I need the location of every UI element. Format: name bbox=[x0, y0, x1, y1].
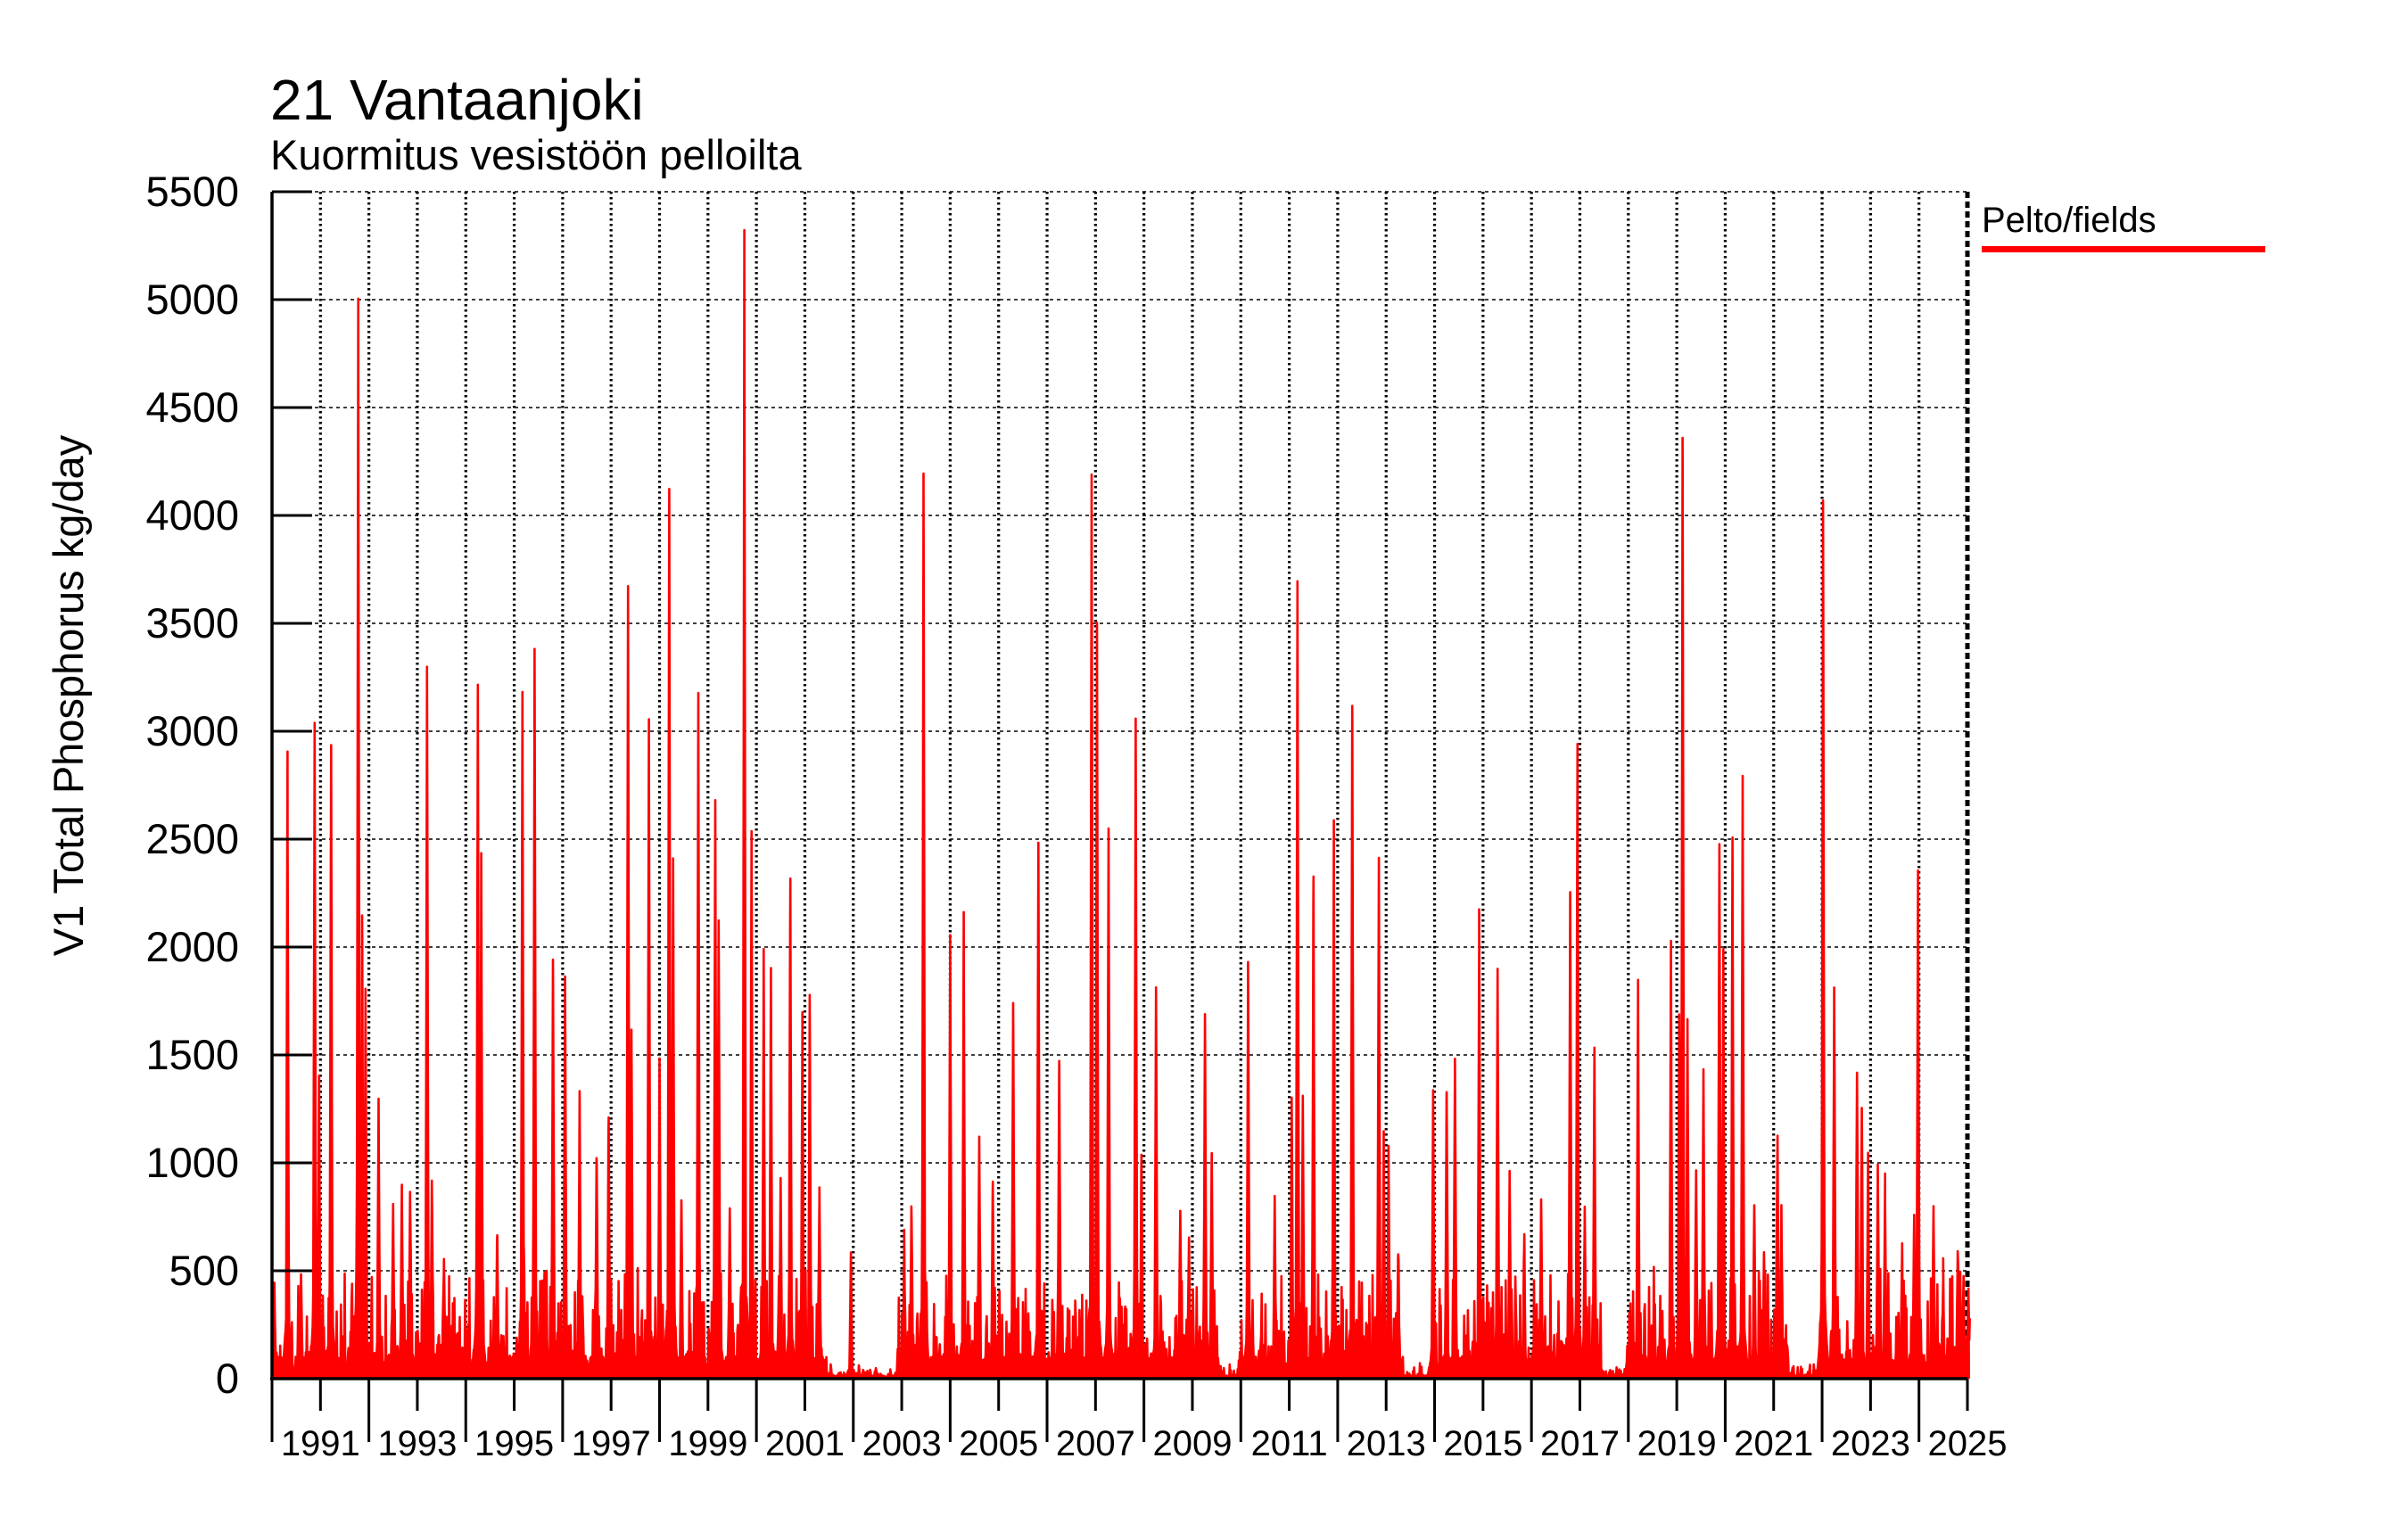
x-tick-label: 2007 bbox=[1056, 1424, 1135, 1463]
series-pelto-fields bbox=[271, 228, 1971, 1380]
axes bbox=[270, 192, 1967, 1380]
x-tick-label: 2011 bbox=[1251, 1424, 1328, 1463]
chart-subtitle: Kuormitus vesistöön pelloilta bbox=[270, 131, 802, 178]
y-tick-label: 5500 bbox=[145, 168, 239, 215]
x-tick-label: 1999 bbox=[668, 1424, 747, 1463]
x-tick-label: 1993 bbox=[377, 1424, 457, 1463]
y-tick-label: 1500 bbox=[145, 1031, 239, 1078]
chart-title: 21 Vantaanjoki bbox=[270, 68, 644, 132]
x-tick-label: 2013 bbox=[1347, 1424, 1426, 1463]
y-tick-label: 2500 bbox=[145, 815, 239, 862]
x-tick-label: 2019 bbox=[1637, 1424, 1717, 1463]
x-tick-label: 2005 bbox=[959, 1424, 1038, 1463]
x-tick-label: 2009 bbox=[1152, 1424, 1232, 1463]
x-tick-label: 2017 bbox=[1540, 1424, 1620, 1463]
x-tick-label: 2003 bbox=[862, 1424, 942, 1463]
y-tick-label: 500 bbox=[169, 1247, 239, 1294]
tick-labels: 0 500 1000 1500 2000 2500 3000 3500 4000 4500 5000… bbox=[145, 168, 2007, 1463]
y-tick-label: 3000 bbox=[145, 707, 239, 754]
y-tick-label: 0 bbox=[216, 1355, 239, 1402]
y-tick-label: 3500 bbox=[145, 599, 239, 647]
y-tick-label: 4500 bbox=[145, 383, 239, 431]
x-tick-label: 2025 bbox=[1928, 1424, 2008, 1463]
x-tick-label: 1995 bbox=[474, 1424, 554, 1463]
horizontal-value-gridlines bbox=[272, 191, 1967, 1272]
y-axis-title: V1 Total Phosphorus kg/day bbox=[45, 434, 92, 957]
y-tick-label: 2000 bbox=[145, 923, 239, 970]
series-line bbox=[271, 228, 1971, 1380]
x-tick-label: 2021 bbox=[1734, 1424, 1813, 1463]
x-tick-label: 2001 bbox=[765, 1424, 845, 1463]
y-tick-label: 1000 bbox=[145, 1139, 239, 1186]
legend-line-sample bbox=[1982, 246, 2265, 252]
vertical-year-gridlines bbox=[318, 192, 1970, 1379]
tick-marks bbox=[270, 190, 1969, 1442]
x-tick-label: 2015 bbox=[1443, 1424, 1522, 1463]
x-tick-label: 1997 bbox=[572, 1424, 651, 1463]
y-tick-label: 4000 bbox=[145, 491, 239, 539]
series-area bbox=[272, 230, 1970, 1379]
legend-label: Pelto/fields bbox=[1982, 201, 2156, 240]
x-tick-label: 2023 bbox=[1831, 1424, 1910, 1463]
y-tick-label: 5000 bbox=[145, 276, 239, 323]
x-tick-label: 1991 bbox=[281, 1424, 360, 1463]
